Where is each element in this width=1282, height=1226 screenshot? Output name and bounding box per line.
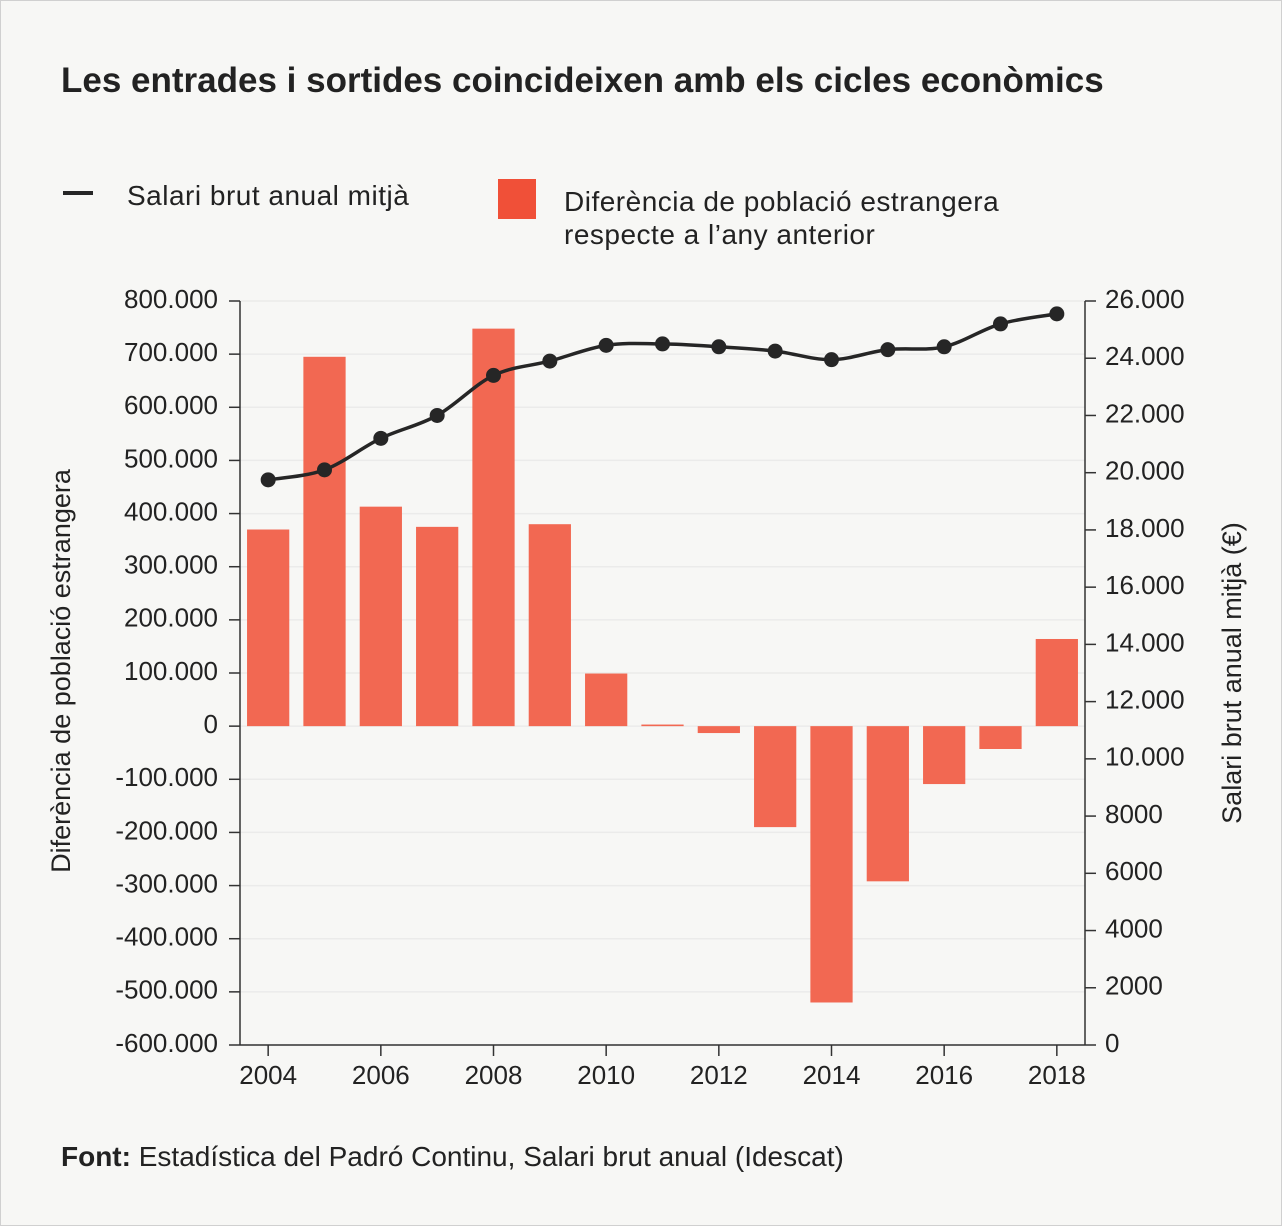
line-marker: [993, 316, 1008, 332]
x-tick-label: 2016: [915, 1060, 973, 1090]
y-tick-label: -100.000: [115, 762, 218, 792]
y-tick-label: 800.000: [124, 284, 218, 314]
line-marker: [655, 336, 670, 352]
y2-tick-label: 4000: [1105, 913, 1163, 943]
source-label: Font:: [61, 1141, 131, 1172]
y2-tick-label: 2000: [1105, 971, 1163, 1001]
y2-tick-label: 12.000: [1105, 684, 1185, 714]
x-tick-label: 2008: [465, 1060, 523, 1090]
x-tick-label: 2006: [352, 1060, 410, 1090]
bar: [810, 726, 853, 1003]
line-marker: [824, 352, 839, 368]
line-marker: [598, 337, 614, 353]
bar: [754, 726, 797, 828]
y-tick-label: -400.000: [115, 922, 218, 952]
line-marker: [373, 430, 389, 446]
legend-bar-swatch: [498, 179, 536, 219]
y2-tick-label: 6000: [1105, 856, 1163, 886]
y2-tick-label: 16.000: [1105, 570, 1185, 600]
x-tick-label: 2012: [690, 1060, 748, 1090]
y-tick-label: 100.000: [124, 656, 218, 686]
y2-tick-label: 14.000: [1105, 627, 1185, 657]
line-marker: [880, 342, 896, 358]
line-marker: [767, 343, 783, 359]
source: Font: Estadística del Padró Continu, Sal…: [61, 1141, 844, 1173]
swatch: [63, 191, 93, 195]
bar: [979, 726, 1022, 749]
bar: [697, 726, 740, 734]
y2-tick-label: 10.000: [1105, 742, 1185, 772]
y-tick-label: 400.000: [124, 496, 218, 526]
y-tick-label: -600.000: [115, 1028, 218, 1058]
y-tick-label: -500.000: [115, 975, 218, 1005]
y2-tick-label: 26.000: [1105, 284, 1185, 314]
y-tick-label: 0: [204, 709, 218, 739]
source-text: Estadística del Padró Continu, Salari br…: [138, 1141, 844, 1172]
chart-title: Les entrades i sortides coincideixen amb…: [61, 61, 1104, 100]
line-marker: [1049, 306, 1065, 322]
y-tick-label: 200.000: [124, 603, 218, 633]
y-tick-label: 500.000: [124, 443, 218, 473]
y2-axis-label: Salari brut anual mitjà (€): [1217, 522, 1247, 824]
legend-line-swatch: [63, 191, 93, 195]
line-marker: [429, 407, 445, 423]
bar: [1035, 638, 1078, 727]
y2-tick-label: 24.000: [1105, 341, 1185, 371]
bar: [528, 524, 571, 727]
y2-tick-label: 8000: [1105, 799, 1163, 829]
y-tick-label: -200.000: [115, 815, 218, 845]
y-tick-label: 700.000: [124, 337, 218, 367]
bar: [359, 506, 402, 727]
bar: [641, 724, 684, 727]
y-tick-label: 600.000: [124, 390, 218, 420]
bar: [923, 726, 966, 785]
line-marker: [711, 339, 727, 355]
x-tick-label: 2018: [1028, 1060, 1086, 1090]
bar: [247, 529, 290, 727]
line-marker: [936, 339, 952, 355]
bar: [303, 356, 346, 727]
y-axis-label: Diferència de població estrangera: [46, 468, 76, 873]
legend-label: Salari brut anual mitjà: [127, 180, 410, 211]
bar: [866, 726, 909, 882]
line-marker: [542, 353, 558, 369]
y-tick-label: -300.000: [115, 868, 218, 898]
line-marker: [486, 367, 501, 383]
bar: [416, 526, 459, 727]
bar: [472, 328, 515, 727]
bar: [585, 673, 628, 727]
legend-label: Diferència de població estrangera respec…: [564, 186, 1000, 250]
x-tick-label: 2004: [239, 1060, 297, 1090]
line-marker: [317, 462, 332, 478]
y2-tick-label: 18.000: [1105, 513, 1185, 543]
y-tick-label: 300.000: [124, 550, 218, 580]
y2-tick-label: 0: [1105, 1028, 1119, 1058]
line-marker: [260, 472, 276, 488]
x-tick-label: 2010: [577, 1060, 635, 1090]
x-tick-label: 2014: [803, 1060, 861, 1090]
y2-tick-label: 20.000: [1105, 456, 1185, 486]
y2-tick-label: 22.000: [1105, 398, 1185, 428]
